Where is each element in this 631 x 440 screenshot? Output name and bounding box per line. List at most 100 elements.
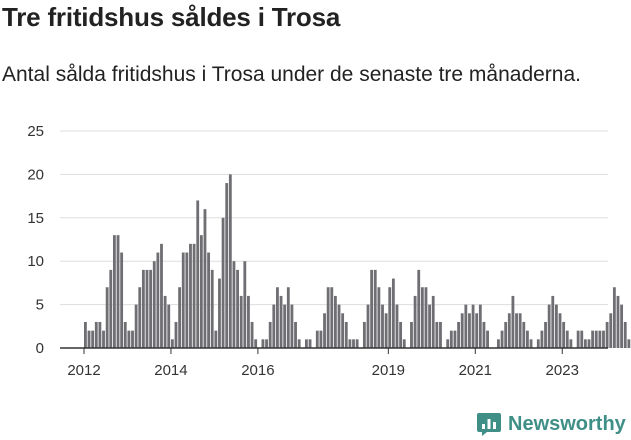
- bar: [228, 174, 232, 348]
- bar: [580, 330, 584, 348]
- bar: [616, 295, 620, 348]
- bar: [402, 339, 406, 348]
- bar: [439, 321, 442, 348]
- bar: [225, 183, 229, 348]
- bar: [210, 269, 214, 348]
- bar: [305, 339, 308, 348]
- bar: [261, 339, 265, 348]
- bar: [84, 321, 87, 348]
- bar: [120, 252, 124, 348]
- bar: [279, 295, 283, 348]
- bar: [591, 330, 595, 348]
- x-tick-label: 2019: [372, 362, 405, 379]
- bar: [468, 313, 471, 348]
- bar: [167, 304, 171, 348]
- bar: [127, 330, 131, 348]
- bar: [482, 321, 486, 348]
- bar: [529, 339, 533, 348]
- bar: [594, 330, 598, 348]
- bar: [131, 330, 134, 348]
- bar: [123, 321, 127, 348]
- bar: [612, 287, 616, 348]
- bar: [239, 295, 243, 348]
- bar: [370, 269, 374, 348]
- bar: [87, 330, 91, 348]
- bar: [413, 295, 417, 348]
- bar: [141, 269, 145, 348]
- bar: [192, 243, 196, 348]
- bar: [152, 261, 156, 348]
- bar: [149, 269, 153, 348]
- bar: [471, 304, 475, 348]
- newsworthy-brand[interactable]: Newsworthy: [476, 408, 626, 440]
- bar: [388, 287, 392, 348]
- y-axis-ticks: 0 5 10 15 20 25: [27, 123, 44, 357]
- bar: [174, 321, 178, 348]
- bar: [170, 339, 174, 348]
- bar: [199, 235, 203, 348]
- bar: [478, 304, 482, 348]
- bar: [424, 287, 428, 348]
- bar: [156, 252, 160, 348]
- bar: [196, 200, 200, 348]
- bar: [565, 330, 569, 348]
- bar: [464, 304, 468, 348]
- bar: [102, 330, 105, 348]
- bar: [587, 339, 591, 348]
- bar: [583, 339, 587, 348]
- bar: [395, 304, 399, 348]
- bar: [105, 287, 109, 348]
- bar: [518, 313, 522, 348]
- bar: [381, 304, 384, 348]
- bar: [344, 321, 348, 348]
- bar: [373, 269, 377, 348]
- bar: [337, 304, 341, 348]
- bar: [276, 287, 279, 348]
- bar: [348, 339, 352, 348]
- bar: [134, 304, 138, 348]
- bar: [420, 287, 424, 348]
- bar: [576, 330, 580, 348]
- bar: [410, 321, 413, 348]
- bar: [319, 330, 323, 348]
- bar: [522, 321, 526, 348]
- y-tick-label: 25: [27, 123, 44, 140]
- x-axis-ticks: 2012201420162019202120232025: [67, 348, 579, 379]
- bar: [185, 252, 189, 348]
- bar: [609, 313, 613, 348]
- bar: [109, 269, 113, 348]
- bar: [428, 304, 432, 348]
- bar: [247, 295, 250, 348]
- bar: [540, 330, 544, 348]
- bar: [189, 243, 192, 348]
- bar: [417, 269, 421, 348]
- bar: [315, 330, 319, 348]
- bar: [366, 304, 370, 348]
- bar: [486, 330, 489, 348]
- bar: [207, 252, 210, 348]
- bar: [526, 330, 529, 348]
- bar: [435, 321, 439, 348]
- bar: [160, 243, 163, 348]
- bar: [297, 339, 301, 348]
- bar: [544, 321, 547, 348]
- bar: [449, 330, 453, 348]
- bar: [290, 304, 294, 348]
- bar: [163, 295, 167, 348]
- bar: [554, 304, 558, 348]
- bar: [507, 313, 511, 348]
- y-tick-label: 0: [36, 340, 44, 357]
- bar: [214, 330, 218, 348]
- bar: [243, 261, 247, 348]
- bar: [91, 330, 95, 348]
- chart-subtitle: Antal sålda fritidshus i Trosa under de …: [2, 63, 581, 86]
- brand-name: Newsworthy: [508, 412, 626, 435]
- newsworthy-logo-icon: [477, 413, 501, 436]
- bar: [391, 278, 395, 348]
- bar: [355, 339, 359, 348]
- bar: [620, 304, 624, 348]
- bar: [536, 339, 540, 348]
- y-tick-label: 20: [27, 166, 44, 183]
- bar: [511, 295, 515, 348]
- bar: [457, 321, 460, 348]
